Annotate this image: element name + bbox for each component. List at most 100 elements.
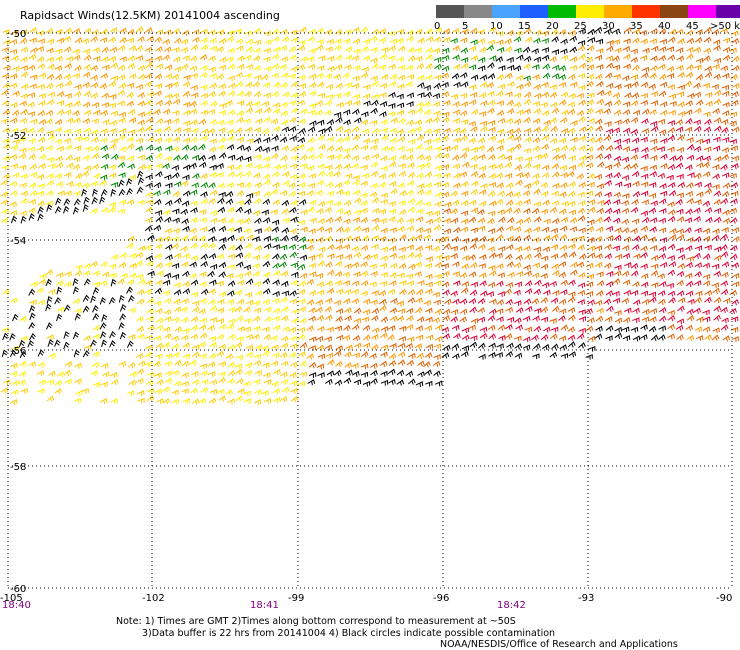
wind-barb <box>506 342 514 349</box>
wind-barb <box>307 35 315 43</box>
wind-barb <box>227 318 236 325</box>
wind-barb <box>388 237 396 244</box>
wind-barb <box>83 54 92 61</box>
wind-barb <box>669 227 677 235</box>
wind-barb <box>226 323 235 330</box>
wind-barb <box>666 65 675 73</box>
wind-barb <box>379 360 388 367</box>
wind-barb <box>570 120 578 127</box>
wind-barb <box>452 109 460 116</box>
wind-barb <box>388 245 397 252</box>
wind-barb <box>396 109 405 116</box>
wind-barb <box>9 201 17 208</box>
wind-barb <box>74 136 83 142</box>
wind-barb <box>714 125 722 132</box>
wind-barb <box>244 72 252 79</box>
wind-barb <box>595 325 603 332</box>
wind-barb <box>658 129 667 136</box>
wind-barb <box>532 64 540 70</box>
wind-barb <box>731 262 739 269</box>
wind-barb <box>460 180 469 188</box>
wind-barb <box>317 353 326 360</box>
wind-barb <box>594 26 603 33</box>
wind-barb <box>434 273 442 280</box>
wind-barb <box>343 153 351 160</box>
wind-barb <box>291 317 299 324</box>
wind-barb <box>343 209 352 216</box>
wind-barb <box>684 272 693 279</box>
legend-label: 10 <box>490 21 503 32</box>
wind-barb <box>55 197 62 206</box>
wind-barb <box>290 145 298 153</box>
wind-barb <box>658 334 666 341</box>
wind-barb <box>210 217 218 224</box>
wind-barb <box>435 254 443 261</box>
wind-barb <box>119 36 127 44</box>
wind-barb <box>209 37 217 44</box>
wind-barb <box>74 308 82 314</box>
wind-barb <box>687 92 695 99</box>
wind-barb <box>128 295 135 303</box>
wind-barb <box>362 38 370 45</box>
wind-barb <box>505 117 514 125</box>
wind-barb <box>541 282 550 288</box>
wind-barb <box>299 254 308 261</box>
wind-barb <box>354 117 362 124</box>
wind-barb <box>552 269 560 277</box>
wind-barb <box>298 351 306 358</box>
wind-barb <box>415 245 424 252</box>
wind-barb <box>57 190 65 197</box>
wind-barb <box>415 199 424 206</box>
wind-barb <box>567 101 575 108</box>
wind-barb <box>216 73 225 80</box>
wind-barb <box>650 263 659 270</box>
wind-barb <box>74 84 82 90</box>
wind-barb <box>236 377 244 385</box>
wind-barb <box>190 200 198 207</box>
wind-barb <box>452 127 461 134</box>
wind-barb <box>648 83 656 90</box>
wind-barb <box>497 83 506 90</box>
wind-barb <box>586 273 595 280</box>
wind-barb <box>335 145 344 152</box>
wind-barb <box>388 155 397 162</box>
wind-barb <box>280 270 289 277</box>
wind-barb <box>183 127 191 134</box>
wind-barb <box>351 288 359 295</box>
wind-barb <box>343 119 351 126</box>
wind-barb <box>414 307 423 314</box>
wind-barb <box>20 108 29 116</box>
wind-barb <box>325 94 334 100</box>
wind-barb <box>452 54 460 61</box>
wind-barb <box>263 106 272 114</box>
wind-barb <box>54 379 63 387</box>
wind-barb <box>271 145 279 152</box>
wind-barb <box>513 207 521 214</box>
wind-barb <box>559 244 568 251</box>
wind-barb <box>552 182 560 189</box>
wind-barb <box>245 344 254 351</box>
wind-barb <box>614 47 622 54</box>
wind-barb <box>479 120 488 127</box>
wind-barb <box>145 110 153 117</box>
wind-barb <box>306 146 315 153</box>
wind-barb <box>642 47 650 54</box>
wind-barb <box>46 204 53 212</box>
wind-barb <box>1 208 9 215</box>
wind-barb <box>694 262 703 269</box>
wind-barb <box>146 116 154 124</box>
wind-barb <box>335 334 344 341</box>
wind-barb <box>369 119 378 126</box>
wind-barb <box>730 190 739 197</box>
wind-barb <box>398 200 406 206</box>
wind-barb <box>226 35 235 43</box>
wind-barb <box>596 271 604 278</box>
wind-barb <box>190 84 198 91</box>
wind-barb <box>263 92 271 99</box>
wind-barb <box>243 398 251 404</box>
wind-barb <box>378 173 387 180</box>
wind-barb <box>416 188 425 196</box>
wind-barb <box>660 153 668 160</box>
wind-barb <box>479 189 487 196</box>
wind-barb <box>694 270 702 278</box>
